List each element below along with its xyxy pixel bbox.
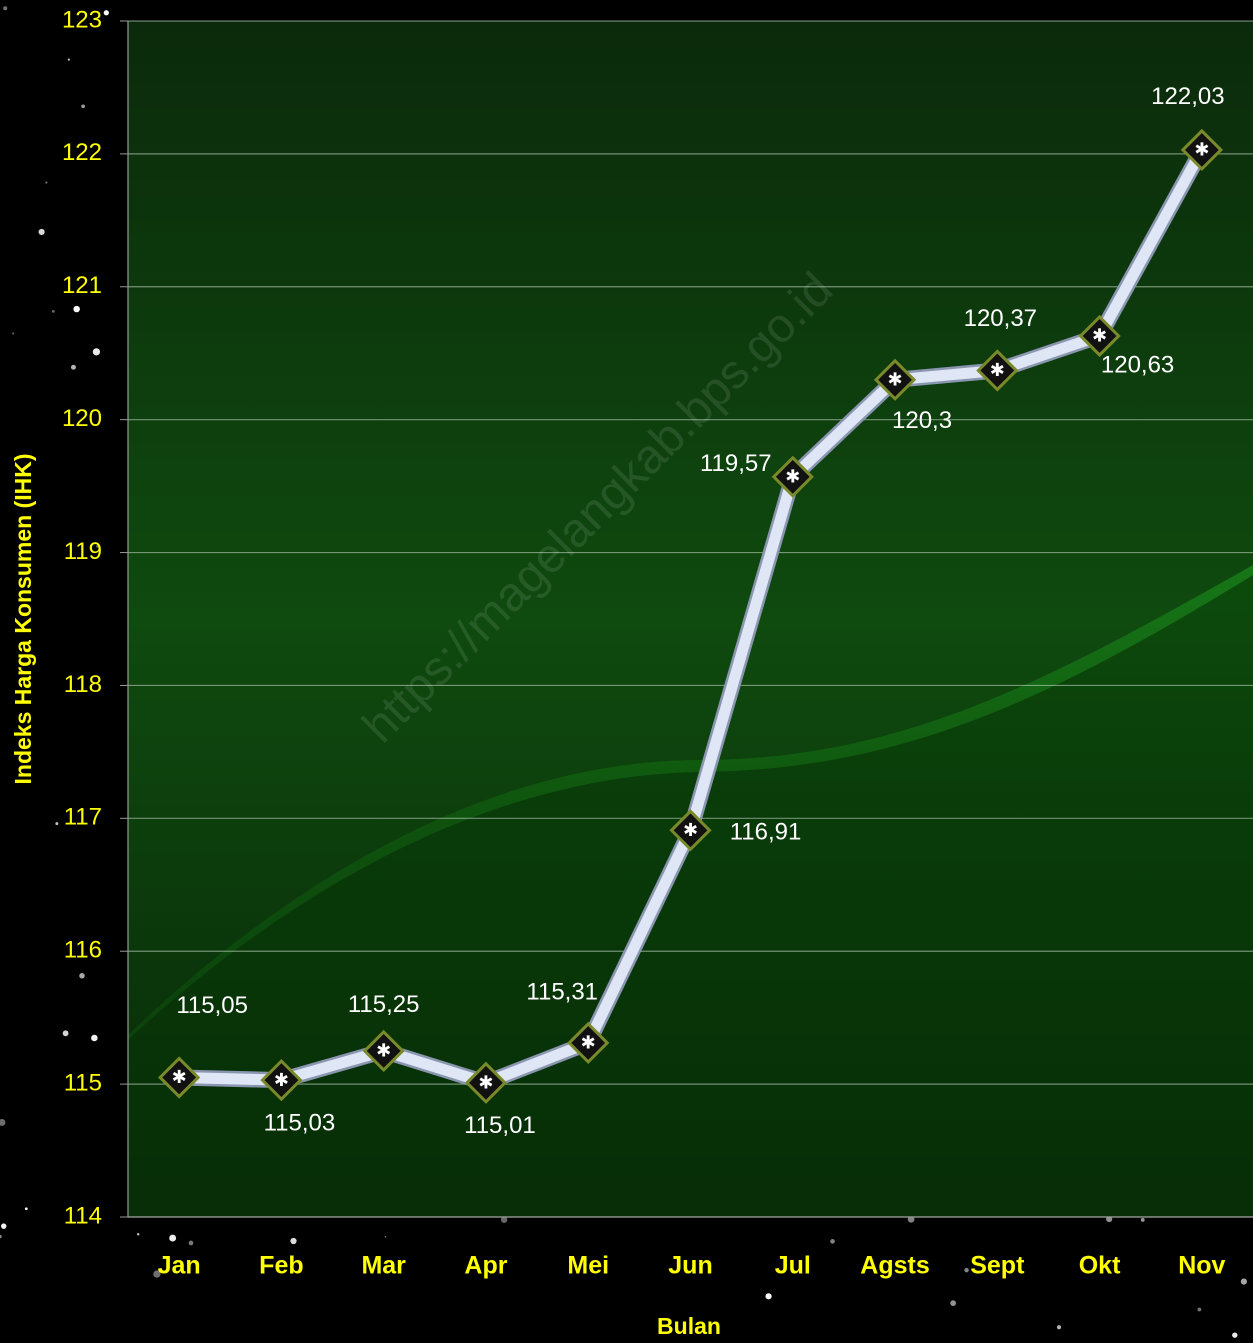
x-tick-label: Apr — [464, 1252, 507, 1280]
star — [91, 1035, 98, 1042]
star — [964, 1268, 968, 1272]
marker-glyph: ✱ — [785, 467, 800, 487]
star — [93, 348, 100, 355]
x-tick-label: Jul — [775, 1252, 811, 1280]
star — [71, 365, 76, 370]
star — [1, 1223, 6, 1228]
marker-glyph: ✱ — [172, 1067, 187, 1087]
x-tick-label: Mei — [567, 1252, 609, 1280]
y-axis-title: Indeks Harga Konsumen (IHK) — [10, 454, 36, 785]
star — [950, 1300, 956, 1306]
star — [0, 1235, 2, 1238]
star — [385, 1236, 387, 1238]
y-tick-label: 117 — [64, 804, 102, 831]
data-label: 115,01 — [464, 1112, 536, 1139]
y-tick-label: 118 — [64, 671, 102, 698]
page: {"chart_data": {"type": "line", "categor… — [0, 0, 1253, 1343]
star — [73, 306, 79, 312]
star — [68, 59, 70, 61]
x-tick-label: Agsts — [860, 1252, 929, 1280]
data-label: 119,57 — [700, 450, 772, 477]
star — [169, 1235, 176, 1242]
data-label: 115,31 — [526, 978, 598, 1005]
star — [1232, 1332, 1237, 1337]
marker-glyph: ✱ — [581, 1033, 596, 1053]
y-tick-label: 114 — [64, 1202, 102, 1229]
star — [45, 182, 47, 184]
star — [63, 1030, 69, 1036]
chart: https://magelangkab.bps.go.id Bulan Inde… — [0, 0, 1253, 1343]
x-tick-label: Mar — [361, 1252, 406, 1280]
data-label: 115,25 — [348, 991, 420, 1018]
star — [1198, 1308, 1202, 1312]
x-axis-title: Bulan — [657, 1313, 721, 1339]
star — [1241, 1279, 1247, 1285]
y-tick-label: 115 — [64, 1069, 102, 1096]
data-label: 120,63 — [1101, 351, 1174, 378]
data-label: 120,37 — [964, 305, 1037, 332]
star — [1057, 1325, 1061, 1329]
star — [0, 1119, 5, 1126]
data-label: 115,05 — [176, 992, 248, 1019]
x-tick-label: Okt — [1079, 1252, 1121, 1280]
star — [765, 1293, 771, 1299]
star — [104, 10, 109, 15]
y-tick-label: 121 — [62, 272, 102, 299]
star — [3, 6, 7, 10]
data-label: 115,03 — [264, 1109, 336, 1136]
marker-glyph: ✱ — [990, 360, 1005, 380]
y-tick-label: 116 — [64, 937, 102, 964]
marker-glyph: ✱ — [683, 820, 698, 840]
star — [79, 973, 84, 978]
x-tick-label: Nov — [1178, 1252, 1225, 1280]
data-label: 120,3 — [892, 407, 952, 434]
star — [52, 310, 55, 313]
x-tick-label: Feb — [259, 1252, 303, 1280]
marker-glyph: ✱ — [274, 1070, 289, 1090]
y-tick-label: 122 — [62, 139, 102, 166]
star — [55, 822, 58, 825]
star — [39, 229, 45, 235]
star — [12, 332, 14, 334]
data-label: 122,03 — [1151, 83, 1224, 110]
star — [189, 1241, 194, 1246]
marker-glyph: ✱ — [1194, 140, 1209, 160]
marker-glyph: ✱ — [376, 1041, 391, 1061]
y-tick-label: 120 — [62, 405, 102, 432]
star — [137, 1233, 139, 1235]
marker-glyph: ✱ — [478, 1073, 493, 1093]
star — [81, 104, 85, 108]
x-tick-label: Jan — [158, 1252, 201, 1280]
marker-glyph: ✱ — [1092, 326, 1107, 346]
star — [25, 1207, 28, 1210]
y-tick-label: 119 — [64, 538, 102, 565]
y-tick-label: 123 — [62, 6, 102, 33]
star — [290, 1238, 296, 1244]
star — [830, 1239, 835, 1244]
x-tick-label: Sept — [970, 1252, 1025, 1280]
star — [1141, 1218, 1145, 1222]
data-label: 116,91 — [730, 819, 802, 846]
marker-glyph: ✱ — [887, 370, 902, 390]
x-tick-label: Jun — [668, 1252, 712, 1280]
